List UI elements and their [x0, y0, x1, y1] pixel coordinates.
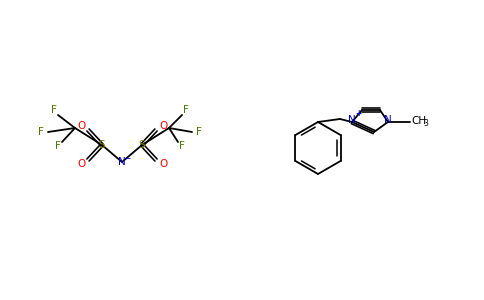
- Text: S: S: [139, 140, 145, 150]
- Text: F: F: [179, 141, 185, 151]
- Text: O: O: [159, 121, 167, 131]
- Text: F: F: [196, 127, 202, 137]
- Text: F: F: [55, 141, 61, 151]
- Text: F: F: [38, 127, 44, 137]
- Text: 3: 3: [423, 119, 428, 128]
- Text: F: F: [183, 105, 189, 115]
- Text: O: O: [159, 159, 167, 169]
- Text: F: F: [51, 105, 57, 115]
- Text: +: +: [355, 110, 361, 118]
- Text: N: N: [384, 115, 392, 125]
- Text: N: N: [348, 115, 356, 125]
- Text: N: N: [118, 157, 126, 167]
- Text: O: O: [77, 159, 85, 169]
- Text: S: S: [99, 140, 106, 150]
- Text: O: O: [77, 121, 85, 131]
- Text: −: −: [123, 154, 131, 163]
- Text: CH: CH: [411, 116, 426, 126]
